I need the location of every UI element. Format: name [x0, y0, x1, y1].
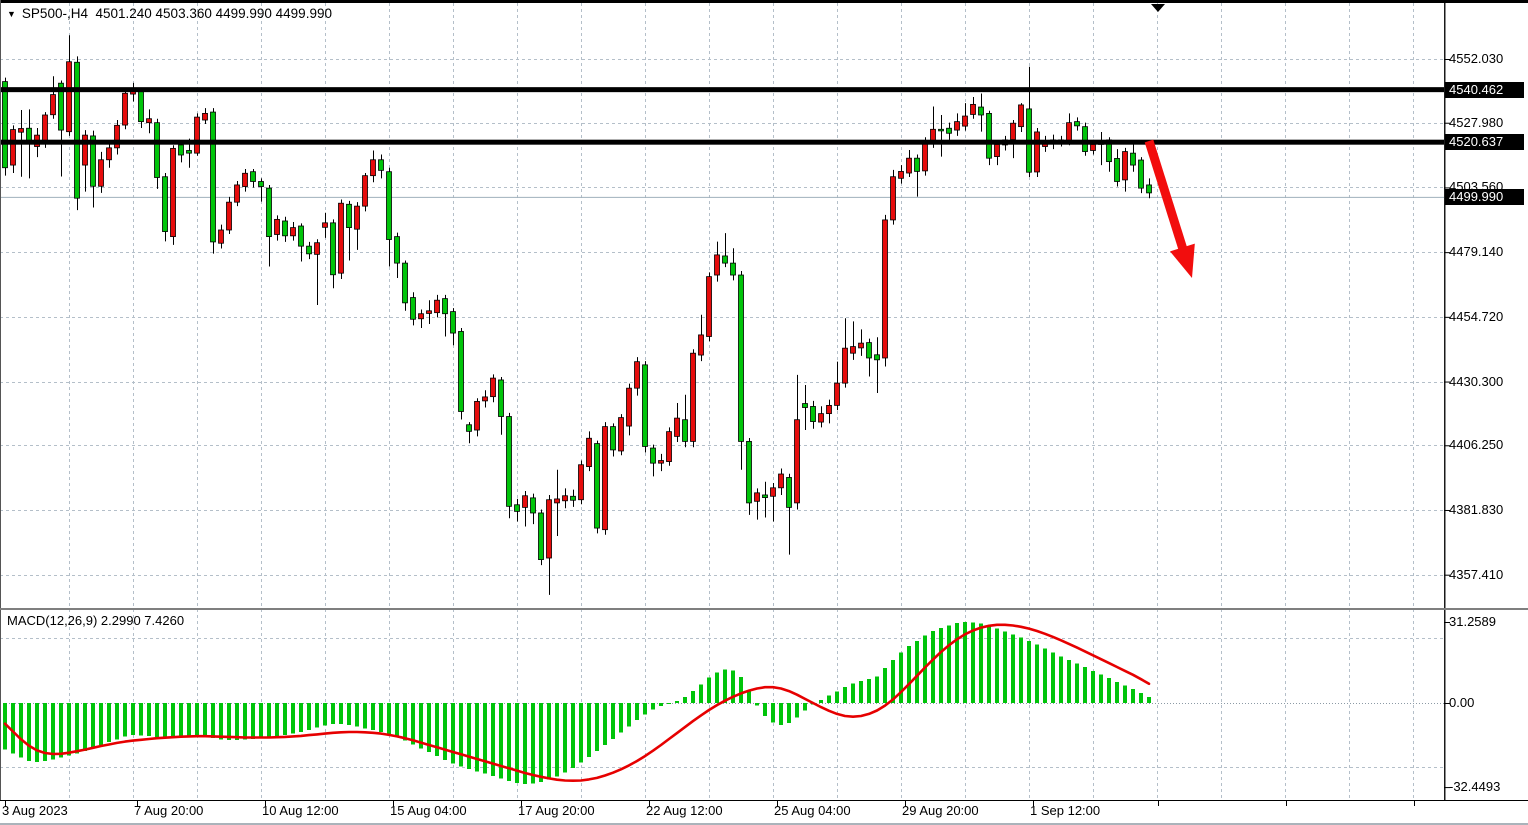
- price-tick-label: 4479.140: [1449, 244, 1504, 260]
- macd-tick-label: -32.4493: [1449, 779, 1501, 795]
- macd-tick-label: 31.2589: [1449, 614, 1496, 629]
- price-tick-label: 4454.720: [1449, 308, 1504, 324]
- panel-separator[interactable]: [0, 608, 1528, 610]
- ohlc-values: 4501.240 4503.360 4499.990 4499.990: [95, 6, 332, 21]
- time-tick-label: 1 Sep 12:00: [1030, 803, 1101, 818]
- macd-tick-label: 0.00: [1449, 695, 1475, 710]
- time-axis-separator: [0, 800, 1528, 801]
- window-top-border: [0, 0, 1528, 3]
- window-left-border: [0, 0, 1, 800]
- time-tick-label: 15 Aug 04:00: [390, 803, 467, 818]
- window-bottom-border: [0, 823, 1528, 825]
- chart-annotations[interactable]: [1144, 4, 1195, 278]
- time-tick-label: 10 Aug 12:00: [262, 803, 339, 818]
- chevron-down-icon[interactable]: ▼: [7, 9, 16, 19]
- price-tick-label: 4406.250: [1449, 437, 1504, 453]
- price-tick-label: 4527.980: [1449, 114, 1504, 130]
- price-tick-label: 4430.300: [1449, 373, 1504, 389]
- scroll-to-end-marker-icon: [1151, 4, 1165, 12]
- time-tick-label: 7 Aug 20:00: [134, 803, 204, 818]
- time-tick-label: 3 Aug 2023: [2, 803, 68, 818]
- chart-frame: [5, 3, 1450, 806]
- price-tick-label: 4552.030: [1449, 51, 1504, 66]
- level-price-badge: 4540.462: [1445, 81, 1524, 98]
- symbol-label: SP500-,H4: [21, 6, 88, 21]
- price-tick-label: 4357.410: [1449, 566, 1504, 582]
- level-price-badge: 4520.637: [1445, 134, 1524, 151]
- trend-arrow-shaft: [1144, 139, 1189, 255]
- symbol-ohlc-header: ▼ SP500-,H4 4501.240 4503.360 4499.990 44…: [7, 6, 332, 21]
- time-tick-label: 22 Aug 12:00: [646, 803, 723, 818]
- grid-lines: [0, 3, 1444, 799]
- trend-arrow-head: [1170, 243, 1195, 278]
- time-tick-label: 17 Aug 20:00: [518, 803, 595, 818]
- support-resistance-lines[interactable]: [0, 87, 1444, 145]
- time-tick-label: 29 Aug 20:00: [902, 803, 979, 818]
- price-tick-label: 4381.830: [1449, 501, 1504, 517]
- macd-indicator: [3, 622, 1151, 784]
- macd-indicator-label: MACD(12,26,9) 2.2990 7.4260: [7, 613, 185, 628]
- time-tick-label: 25 Aug 04:00: [774, 803, 851, 818]
- current-price-badge: 4499.990: [1445, 188, 1524, 205]
- candlestick-series: [2, 35, 1152, 595]
